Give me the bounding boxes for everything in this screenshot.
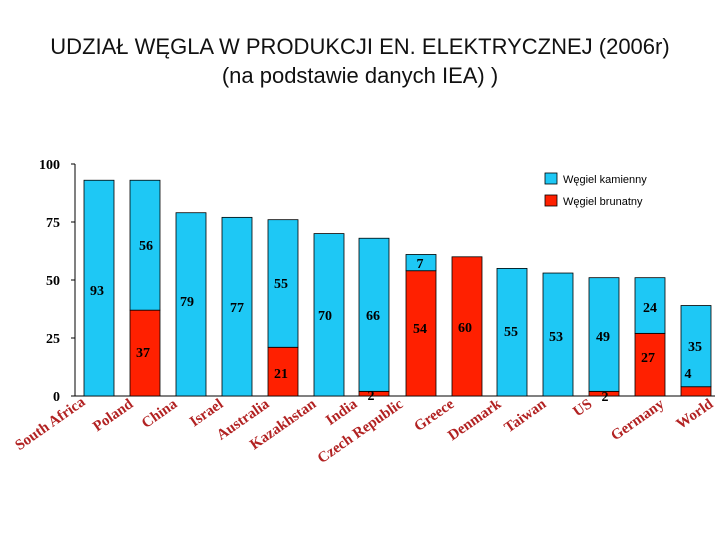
bar-segment-hard-coal [680,305,712,388]
bar-segment-brown-coal [680,386,712,397]
bar-segment-hard-coal [588,277,620,392]
bar-segment-brown-coal [451,256,483,397]
data-label: 60 [458,321,472,336]
data-label: 54 [413,322,427,337]
y-tick-label: 25 [46,332,60,347]
legend-swatch [544,194,558,207]
bar-segment-brown-coal [267,346,299,397]
bar-segment-hard-coal [83,179,115,397]
y-tick-label: 100 [39,158,60,173]
bar-segment-brown-coal [129,309,161,397]
data-label: 77 [230,301,244,316]
chart-title: UDZIAŁ WĘGLA W PRODUKCJI EN. ELEKTRYCZNE… [0,32,720,90]
y-tick-label: 50 [46,274,60,289]
legend-label: Węgiel kamienny [563,174,647,186]
bar-segment-brown-coal [634,332,666,397]
data-label: 93 [90,284,104,299]
bar-segment-hard-coal [496,267,528,397]
bar-segment-hard-coal [175,212,207,397]
bar-segment-brown-coal [405,270,437,397]
category-label: Germany [608,396,667,444]
legend-label: Węgiel brunatny [563,196,643,208]
bar-segment-hard-coal [267,219,299,348]
bar-segment-hard-coal [542,272,574,397]
data-label: 53 [549,330,563,345]
category-label: Czech Republic [315,396,407,467]
data-label: 79 [180,295,194,310]
y-tick-label: 75 [46,216,60,231]
data-label: 4 [685,367,692,382]
legend-swatch [544,172,558,185]
category-label: US [570,396,595,420]
category-label: Poland [90,396,137,435]
data-label: 55 [504,325,518,340]
title-line-2: (na podstawie danych IEA) ) [221,63,499,88]
category-label: China [139,396,181,432]
data-label: 27 [641,351,655,366]
bar-segment-hard-coal [358,237,390,392]
title-line-1: UDZIAŁ WĘGLA W PRODUKCJI EN. ELEKTRYCZNE… [50,34,670,59]
y-tick-label: 0 [53,390,60,405]
data-label: 37 [136,346,150,361]
data-label: 56 [139,239,153,254]
data-label: 21 [274,367,288,382]
data-label: 24 [643,301,657,316]
bar-segment-hard-coal [634,277,666,334]
data-label: 35 [688,340,702,355]
data-label: 66 [366,309,380,324]
data-label: 7 [417,257,424,272]
category-label: South Africa [13,394,89,454]
data-label: 70 [318,309,332,324]
data-label: 2 [368,389,375,404]
category-label: Taiwan [502,396,550,436]
category-label: World [674,396,717,433]
data-label: 55 [274,277,288,292]
bar-segment-hard-coal [405,254,437,272]
bar-segment-hard-coal [313,233,345,397]
category-label: India [323,396,361,429]
data-label: 2 [602,390,609,405]
category-label: Denmark [445,396,505,444]
data-label: 49 [596,330,610,345]
bar-segment-hard-coal [129,179,161,311]
bar-segment-hard-coal [221,216,253,397]
